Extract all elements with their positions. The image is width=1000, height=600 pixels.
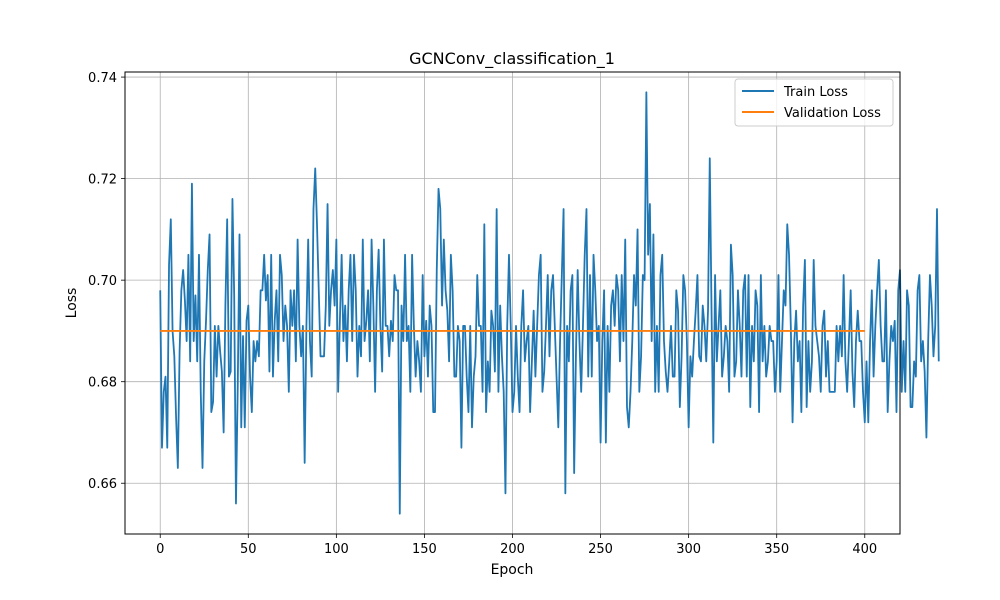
x-tick-label: 200 (500, 542, 525, 557)
y-tick-label: 0.70 (88, 274, 117, 289)
x-tick-label: 300 (676, 542, 701, 557)
train-loss-line (159, 91, 940, 515)
y-axis-label: Loss (64, 288, 80, 319)
x-tick-label: 100 (324, 542, 349, 557)
legend-label-validation: Validation Loss (784, 106, 881, 121)
x-tick-label: 350 (764, 542, 789, 557)
series-lines (159, 91, 940, 515)
axis-ticks: 0 50 100 150 200 250 300 350 400 0.66 0.68 0.70 0.72… (88, 71, 877, 557)
plot-frame (124, 71, 901, 535)
x-tick-label: 0 (156, 542, 164, 557)
x-tick-label: 400 (852, 542, 877, 557)
y-tick-label: 0.66 (88, 477, 117, 492)
chart-title: GCNConv_classification_1 (409, 49, 615, 69)
y-tick-label: 0.68 (88, 376, 117, 391)
x-tick-label: 50 (240, 542, 257, 557)
y-tick-label: 0.74 (88, 71, 117, 86)
x-tick-label: 250 (588, 542, 613, 557)
legend: Train Loss Validation Loss (734, 78, 894, 127)
legend-label-train: Train Loss (783, 85, 848, 100)
legend-box (734, 78, 894, 127)
x-axis-label: Epoch (491, 562, 534, 578)
y-tick-label: 0.72 (88, 173, 117, 188)
x-tick-label: 150 (412, 542, 437, 557)
